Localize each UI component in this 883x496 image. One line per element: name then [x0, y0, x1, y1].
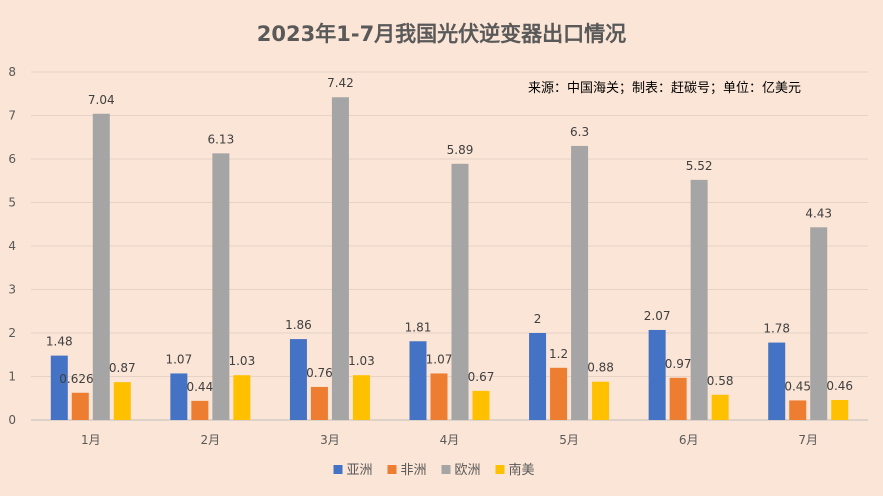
- bar: [191, 400, 209, 420]
- y-tick-label: 7: [8, 109, 16, 123]
- y-tick-label: 5: [8, 196, 16, 210]
- bar: [233, 375, 251, 420]
- data-label: 0.67: [468, 370, 495, 384]
- bar: [170, 373, 188, 420]
- data-label: 0.58: [707, 374, 734, 388]
- x-tick-label: 6月: [679, 433, 699, 447]
- chart-title: 2023年1-7月我国光伏逆变器出口情况: [256, 22, 627, 46]
- bar: [331, 97, 349, 420]
- y-tick-label: 1: [8, 370, 16, 384]
- data-label: 1.03: [228, 354, 255, 368]
- y-tick-label: 0: [8, 413, 16, 427]
- data-label: 7.04: [88, 93, 115, 107]
- x-tick-label: 2月: [201, 433, 221, 447]
- data-label: 4.43: [805, 206, 832, 220]
- legend-swatch: [495, 465, 505, 474]
- data-label: 1.03: [348, 354, 375, 368]
- bar: [71, 392, 89, 420]
- legend-label: 亚洲: [347, 463, 373, 478]
- data-label: 0.44: [186, 380, 213, 394]
- data-label: 1.2: [549, 347, 568, 361]
- bar: [451, 163, 469, 420]
- data-label: 0.46: [826, 379, 853, 393]
- data-label: 1.07: [426, 352, 453, 366]
- legend-swatch: [441, 465, 451, 474]
- y-tick-label: 3: [8, 283, 16, 297]
- legend-swatch: [333, 465, 343, 474]
- data-label: 1.07: [165, 352, 192, 366]
- y-tick-label: 4: [8, 239, 16, 253]
- y-tick-label: 6: [8, 152, 16, 166]
- bar: [571, 145, 589, 420]
- legend-label: 欧洲: [455, 463, 481, 478]
- bar: [310, 386, 328, 420]
- chart-note: 来源：中国海关；制表：赶碳号；单位：亿美元: [528, 81, 802, 96]
- bar: [768, 342, 786, 420]
- data-label: 0.6263: [59, 372, 101, 386]
- bar: [50, 355, 68, 420]
- data-label: 5.52: [686, 159, 713, 173]
- x-tick-label: 7月: [798, 433, 818, 447]
- bar: [212, 153, 230, 420]
- data-label: 1.86: [285, 318, 312, 332]
- bar: [648, 329, 666, 420]
- y-tick-label: 8: [8, 65, 16, 79]
- bar: [409, 341, 427, 420]
- bar: [592, 381, 610, 420]
- legend-label: 南美: [509, 462, 535, 478]
- bar: [711, 394, 729, 420]
- bar: [789, 400, 807, 420]
- data-label: 0.88: [587, 361, 614, 375]
- bar: [810, 227, 828, 420]
- bar: [92, 113, 110, 420]
- x-tick-label: 4月: [440, 433, 460, 447]
- data-label: 7.42: [327, 76, 354, 90]
- x-tick-label: 1月: [81, 433, 101, 447]
- data-label: 0.97: [665, 357, 692, 371]
- bar: [352, 375, 370, 420]
- legend-swatch: [387, 465, 397, 474]
- legend-label: 非洲: [401, 463, 427, 478]
- data-label: 6.13: [207, 132, 234, 146]
- bar: [113, 382, 131, 420]
- bar: [472, 390, 490, 420]
- data-label: 2: [534, 312, 542, 326]
- bar: [550, 367, 568, 420]
- data-label: 1.48: [46, 335, 73, 349]
- data-label: 1.78: [763, 322, 790, 336]
- data-label: 5.89: [447, 143, 474, 157]
- bar: [690, 179, 708, 420]
- bar: [831, 399, 849, 420]
- data-label: 0.45: [784, 379, 811, 393]
- y-tick-label: 2: [8, 326, 16, 340]
- x-tick-label: 5月: [559, 433, 579, 447]
- data-label: 6.3: [570, 125, 589, 139]
- bar: [529, 333, 547, 420]
- x-tick-label: 3月: [320, 433, 340, 447]
- data-label: 0.87: [109, 361, 136, 375]
- bar: [289, 339, 307, 420]
- data-label: 2.07: [644, 309, 671, 323]
- data-label: 0.76: [306, 366, 333, 380]
- bar: [669, 377, 687, 420]
- data-label: 1.81: [405, 320, 432, 334]
- bar: [430, 373, 448, 420]
